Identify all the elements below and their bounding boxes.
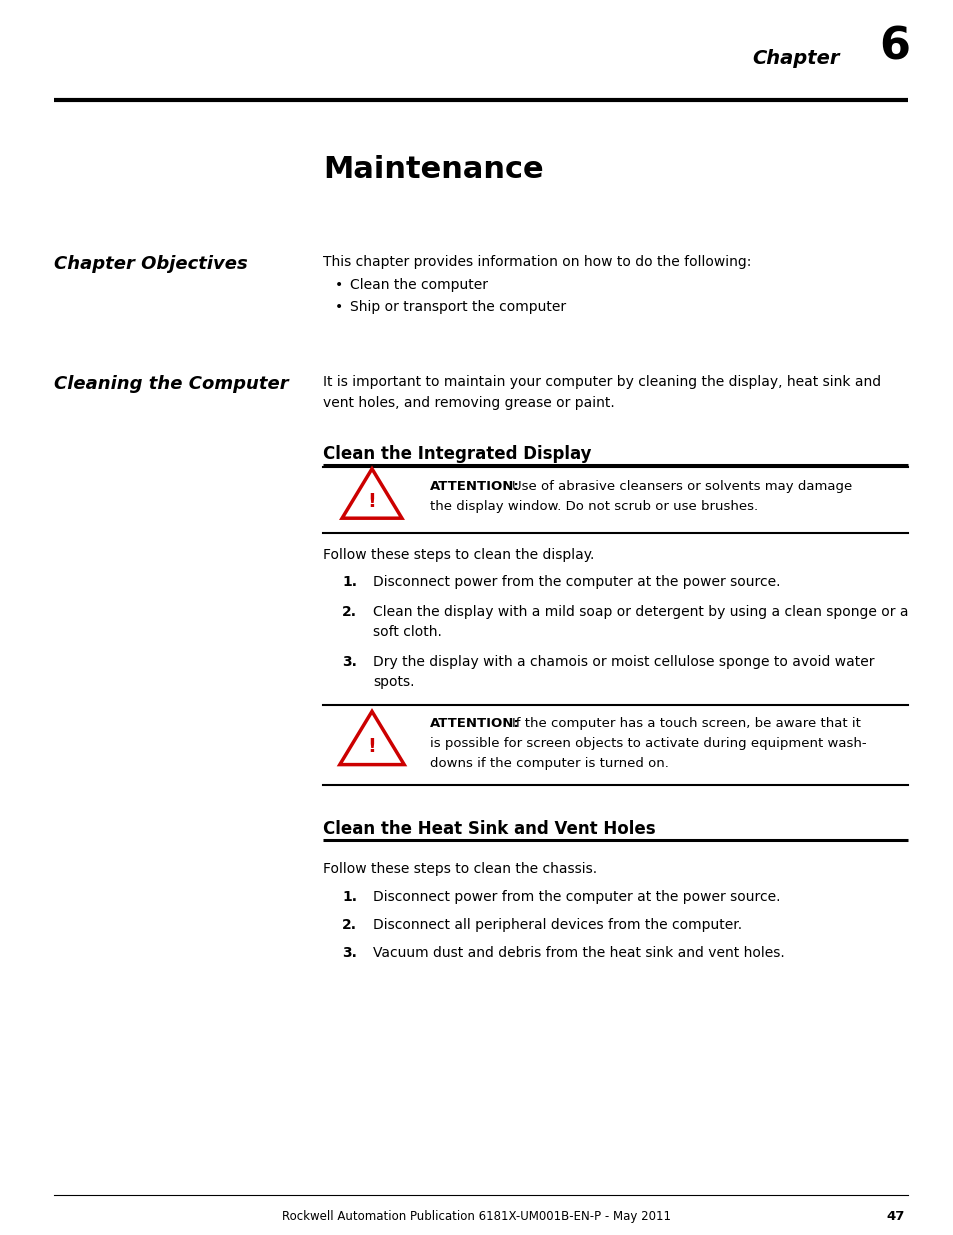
Text: This chapter provides information on how to do the following:: This chapter provides information on how… [323, 254, 751, 269]
Polygon shape [339, 711, 404, 764]
Text: 47: 47 [885, 1210, 904, 1223]
Text: Clean the Integrated Display: Clean the Integrated Display [323, 445, 591, 463]
Text: spots.: spots. [373, 676, 414, 689]
Text: 3.: 3. [341, 946, 356, 960]
Text: the display window. Do not scrub or use brushes.: the display window. Do not scrub or use … [430, 500, 758, 513]
Text: Cleaning the Computer: Cleaning the Computer [54, 375, 289, 393]
Text: 6: 6 [878, 25, 909, 68]
Text: Follow these steps to clean the display.: Follow these steps to clean the display. [323, 548, 594, 562]
Polygon shape [342, 469, 401, 519]
Text: Clean the display with a mild soap or detergent by using a clean sponge or a: Clean the display with a mild soap or de… [373, 605, 907, 619]
Text: Disconnect power from the computer at the power source.: Disconnect power from the computer at th… [373, 890, 780, 904]
Text: !: ! [367, 737, 376, 756]
Text: vent holes, and removing grease or paint.: vent holes, and removing grease or paint… [323, 396, 614, 410]
Text: Chapter Objectives: Chapter Objectives [54, 254, 248, 273]
Text: Chapter: Chapter [752, 49, 840, 68]
Text: downs if the computer is turned on.: downs if the computer is turned on. [430, 757, 668, 769]
Text: It is important to maintain your computer by cleaning the display, heat sink and: It is important to maintain your compute… [323, 375, 881, 389]
Text: Clean the Heat Sink and Vent Holes: Clean the Heat Sink and Vent Holes [323, 820, 655, 839]
Text: •: • [335, 300, 343, 314]
Text: Dry the display with a chamois or moist cellulose sponge to avoid water: Dry the display with a chamois or moist … [373, 655, 874, 669]
Text: Ship or transport the computer: Ship or transport the computer [350, 300, 565, 314]
Text: is possible for screen objects to activate during equipment wash-: is possible for screen objects to activa… [430, 737, 865, 750]
Text: 2.: 2. [341, 605, 356, 619]
Text: Rockwell Automation Publication 6181X-UM001B-EN-P - May 2011: Rockwell Automation Publication 6181X-UM… [282, 1210, 671, 1223]
Text: soft cloth.: soft cloth. [373, 625, 441, 638]
Text: Disconnect power from the computer at the power source.: Disconnect power from the computer at th… [373, 576, 780, 589]
Text: 3.: 3. [341, 655, 356, 669]
Text: Clean the computer: Clean the computer [350, 278, 488, 291]
Text: ATTENTION:: ATTENTION: [430, 480, 519, 493]
Text: 1.: 1. [341, 576, 356, 589]
Text: Maintenance: Maintenance [323, 156, 543, 184]
Text: Disconnect all peripheral devices from the computer.: Disconnect all peripheral devices from t… [373, 918, 741, 932]
Text: Use of abrasive cleansers or solvents may damage: Use of abrasive cleansers or solvents ma… [512, 480, 851, 493]
Text: If the computer has a touch screen, be aware that it: If the computer has a touch screen, be a… [512, 718, 860, 730]
Text: •: • [335, 278, 343, 291]
Text: !: ! [367, 492, 376, 511]
Text: 1.: 1. [341, 890, 356, 904]
Text: Vacuum dust and debris from the heat sink and vent holes.: Vacuum dust and debris from the heat sin… [373, 946, 784, 960]
Text: 2.: 2. [341, 918, 356, 932]
Text: ATTENTION:: ATTENTION: [430, 718, 519, 730]
Text: Follow these steps to clean the chassis.: Follow these steps to clean the chassis. [323, 862, 597, 876]
